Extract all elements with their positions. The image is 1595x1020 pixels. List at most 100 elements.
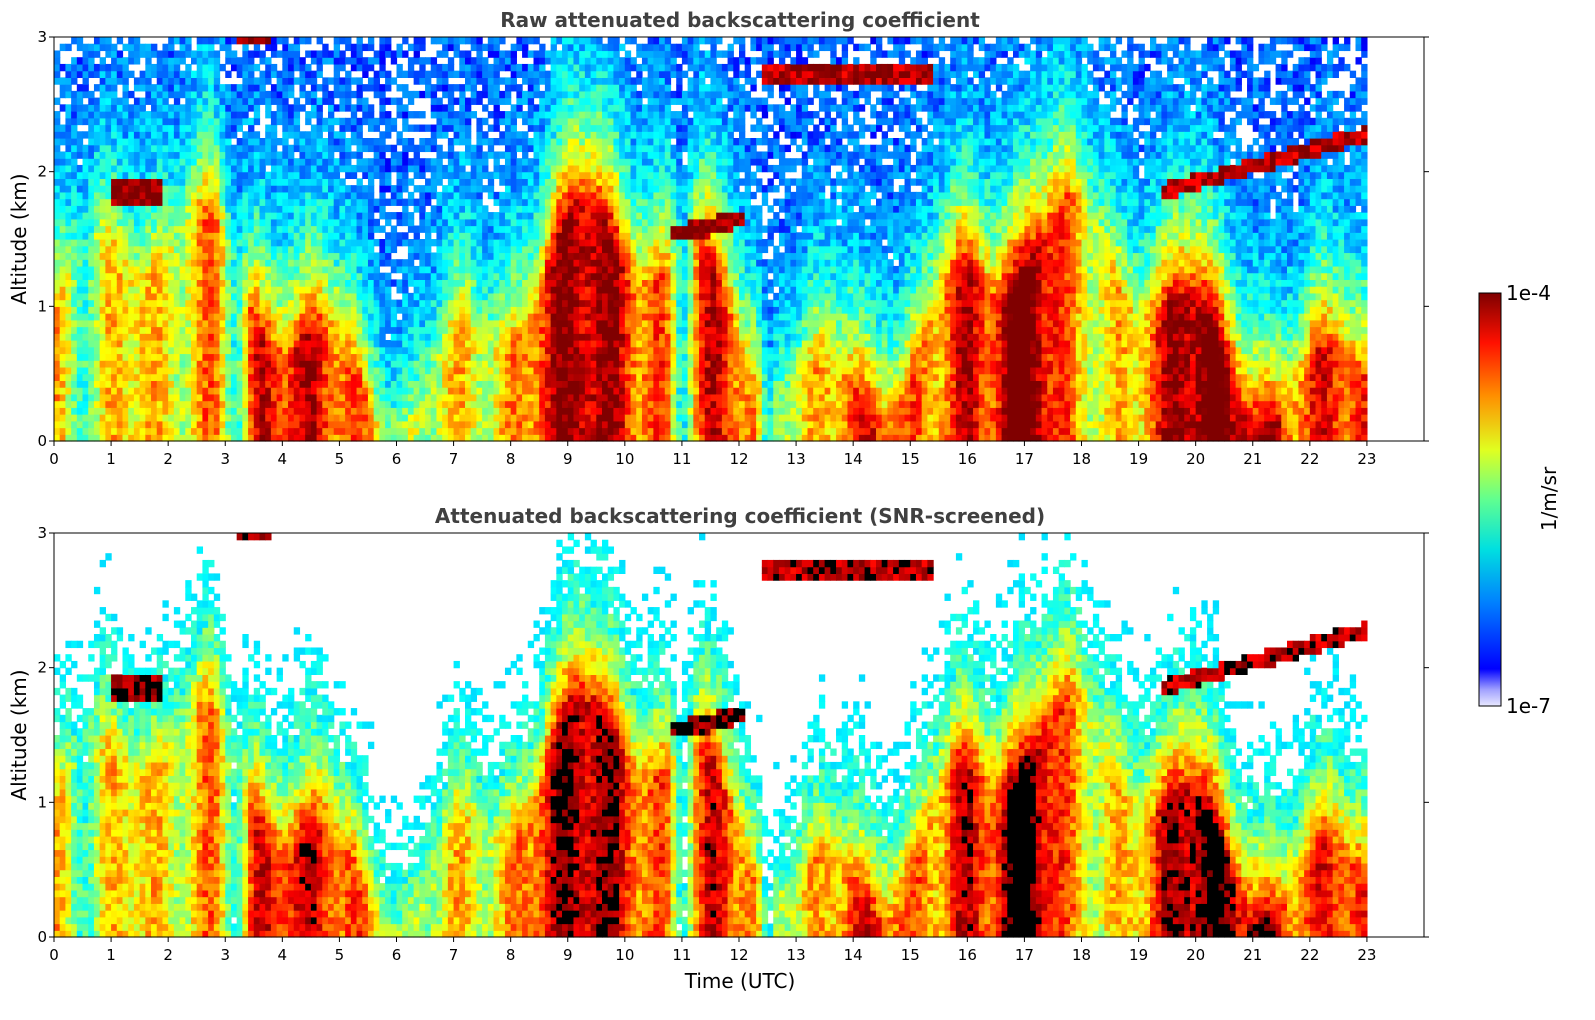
heatmap-cell [151, 293, 157, 300]
heatmap-cell [282, 380, 288, 387]
heatmap-cell [391, 279, 397, 286]
heatmap-cell [362, 84, 368, 91]
heatmap-cell [339, 340, 345, 347]
heatmap-cell [157, 84, 163, 91]
heatmap-cell [134, 266, 140, 273]
heatmap-cell [140, 421, 146, 428]
heatmap-cell [54, 178, 60, 185]
heatmap-cell [476, 212, 482, 219]
heatmap-cell [282, 333, 288, 340]
heatmap-cell [65, 104, 71, 111]
heatmap-cell [436, 111, 442, 118]
heatmap-cell [151, 387, 157, 394]
heatmap-cell [254, 158, 260, 165]
heatmap-cell [237, 300, 243, 307]
heatmap-cell [494, 44, 500, 51]
heatmap-cell [71, 428, 77, 435]
heatmap-cell [368, 84, 374, 91]
heatmap-cell [185, 226, 191, 233]
heatmap-cell [225, 259, 231, 266]
heatmap-cell [214, 57, 220, 64]
heatmap-cell [419, 145, 425, 152]
heatmap-cell [317, 111, 323, 118]
heatmap-cell [522, 205, 528, 212]
heatmap-cell [299, 340, 305, 347]
heatmap-cell [311, 401, 317, 408]
heatmap-cell [123, 259, 129, 266]
heatmap-cell [408, 428, 414, 435]
heatmap-cell [248, 360, 254, 367]
heatmap-cell [511, 44, 517, 51]
heatmap-cell [374, 353, 380, 360]
heatmap-cell [488, 185, 494, 192]
heatmap-cell [436, 428, 442, 435]
heatmap-cell [123, 192, 129, 199]
heatmap-cell [436, 313, 442, 320]
heatmap-cell [528, 407, 534, 414]
heatmap-cell [231, 98, 237, 105]
heatmap-cell [545, 428, 551, 435]
heatmap-cell [208, 232, 214, 239]
heatmap-cell [442, 239, 448, 246]
heatmap-cell [83, 360, 89, 367]
heatmap-cell [83, 50, 89, 57]
heatmap-cell [522, 353, 528, 360]
heatmap-cell [202, 273, 208, 280]
heatmap-cell [208, 192, 214, 199]
heatmap-cell [539, 165, 545, 172]
heatmap-cell [391, 387, 397, 394]
heatmap-cell [288, 313, 294, 320]
heatmap-cell [168, 252, 174, 259]
heatmap-cell [157, 57, 163, 64]
heatmap-cell [157, 246, 163, 253]
heatmap-cell [505, 407, 511, 414]
heatmap-cell [414, 306, 420, 313]
heatmap-cell [431, 84, 437, 91]
heatmap-cell [402, 407, 408, 414]
heatmap-cell [471, 111, 477, 118]
heatmap-cell [185, 414, 191, 421]
heatmap-cell [311, 340, 317, 347]
heatmap-cell [117, 185, 123, 192]
heatmap-cell [402, 394, 408, 401]
heatmap-cell [482, 347, 488, 354]
heatmap-cell [231, 212, 237, 219]
heatmap-cell [482, 71, 488, 78]
heatmap-cell [311, 98, 317, 105]
heatmap-cell [339, 300, 345, 307]
heatmap-cell [511, 246, 517, 253]
heatmap-cell [128, 145, 134, 152]
heatmap-cell [248, 421, 254, 428]
heatmap-cell [197, 333, 203, 340]
heatmap-cell [402, 300, 408, 307]
heatmap-cell [482, 239, 488, 246]
heatmap-cell [242, 37, 248, 44]
heatmap-cell [442, 286, 448, 293]
heatmap-cell [100, 44, 106, 51]
heatmap-cell [117, 131, 123, 138]
heatmap-cell [151, 104, 157, 111]
heatmap-cell [505, 320, 511, 327]
heatmap-cell [225, 185, 231, 192]
heatmap-cell [100, 347, 106, 354]
heatmap-cell [214, 360, 220, 367]
heatmap-cell [162, 380, 168, 387]
heatmap-cell [105, 232, 111, 239]
heatmap-cell [511, 232, 517, 239]
heatmap-cell [134, 246, 140, 253]
heatmap-cell [476, 360, 482, 367]
heatmap-cell [220, 401, 226, 408]
heatmap-cell [214, 37, 220, 44]
heatmap-cell [545, 414, 551, 421]
heatmap-cell [265, 239, 271, 246]
heatmap-cell [471, 407, 477, 414]
heatmap-cell [117, 71, 123, 78]
heatmap-cell [476, 232, 482, 239]
heatmap-cell [374, 327, 380, 334]
heatmap-cell [499, 172, 505, 179]
heatmap-cell [431, 37, 437, 44]
heatmap-cell [185, 77, 191, 84]
heatmap-cell [145, 185, 151, 192]
heatmap-cell [260, 165, 266, 172]
heatmap-cell [83, 64, 89, 71]
